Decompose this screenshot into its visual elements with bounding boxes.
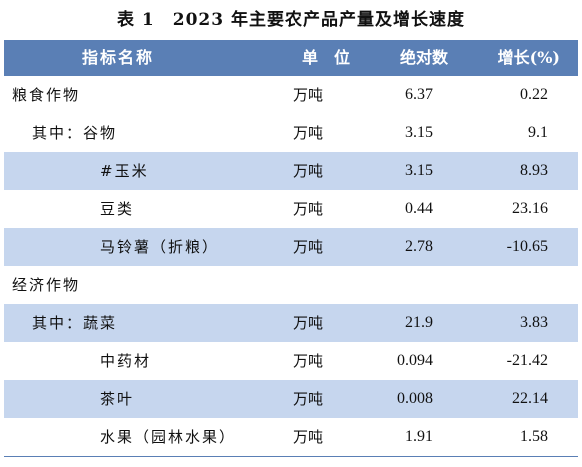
row-unit: 万吨 <box>293 200 324 218</box>
row-absolute: 3.15 <box>405 124 433 141</box>
row-unit: 万吨 <box>293 428 324 446</box>
row-growth: 3.83 <box>520 314 548 331</box>
row-absolute: 21.9 <box>405 314 433 331</box>
header-unit: 单 位 <box>302 48 351 67</box>
row-unit: 万吨 <box>293 124 324 142</box>
header-absolute: 绝对数 <box>399 48 448 67</box>
row-name: 中药材 <box>100 352 152 370</box>
row-growth: 1.58 <box>520 428 548 445</box>
header-name: 指标名称 <box>82 48 155 67</box>
production-table: 指标名称 单 位 绝对数 增长(%) 粮食作物 万吨 6.37 0.22 其中：… <box>4 40 578 457</box>
row-unit: 万吨 <box>293 162 324 180</box>
row-growth: 0.22 <box>520 86 548 103</box>
row-name: 豆类 <box>100 200 135 218</box>
row-unit: 万吨 <box>293 352 324 370</box>
table-row: #玉米 万吨 3.15 8.93 <box>4 152 578 190</box>
row-name: #玉米 <box>100 162 149 180</box>
row-absolute: 0.008 <box>397 390 433 407</box>
row-name: 经济作物 <box>12 276 81 294</box>
row-growth: -10.65 <box>506 238 548 255</box>
table-row: 水果（园林水果） 万吨 1.91 1.58 <box>4 418 578 457</box>
row-absolute: 0.094 <box>397 352 433 369</box>
table-row: 茶叶 万吨 0.008 22.14 <box>4 380 578 418</box>
row-unit: 万吨 <box>293 390 324 408</box>
row-absolute: 6.37 <box>405 86 433 103</box>
row-absolute: 3.15 <box>405 162 433 179</box>
row-name: 水果（园林水果） <box>100 428 237 446</box>
row-growth: 23.16 <box>512 200 548 217</box>
row-absolute: 2.78 <box>405 238 433 255</box>
row-growth: 9.1 <box>528 124 548 141</box>
row-unit: 万吨 <box>293 238 324 256</box>
row-growth: 8.93 <box>520 162 548 179</box>
table-row: 经济作物 <box>4 266 578 304</box>
row-name: 其中：蔬菜 <box>32 314 118 332</box>
row-name: 茶叶 <box>100 390 135 408</box>
table-row: 粮食作物 万吨 6.37 0.22 <box>4 76 578 114</box>
row-unit: 万吨 <box>293 86 324 104</box>
row-name: 马铃薯（折粮） <box>100 238 220 256</box>
row-unit: 万吨 <box>293 314 324 332</box>
row-absolute: 1.91 <box>405 428 433 445</box>
table-row: 其中：蔬菜 万吨 21.9 3.83 <box>4 304 578 342</box>
table-row: 豆类 万吨 0.44 23.16 <box>4 190 578 228</box>
row-absolute: 0.44 <box>405 200 433 217</box>
header-growth: 增长(%) <box>497 48 560 67</box>
table-title: 表 1 2023 年主要农产品产量及增长速度 <box>117 10 465 30</box>
row-growth: 22.14 <box>512 390 548 407</box>
table-row: 中药材 万吨 0.094 -21.42 <box>4 342 578 380</box>
row-growth: -21.42 <box>506 352 548 369</box>
row-name: 粮食作物 <box>12 86 81 104</box>
table-row: 马铃薯（折粮） 万吨 2.78 -10.65 <box>4 228 578 266</box>
table-row: 其中：谷物 万吨 3.15 9.1 <box>4 114 578 152</box>
table-header-row: 指标名称 单 位 绝对数 增长(%) <box>4 40 578 76</box>
row-name: 其中：谷物 <box>32 124 118 142</box>
